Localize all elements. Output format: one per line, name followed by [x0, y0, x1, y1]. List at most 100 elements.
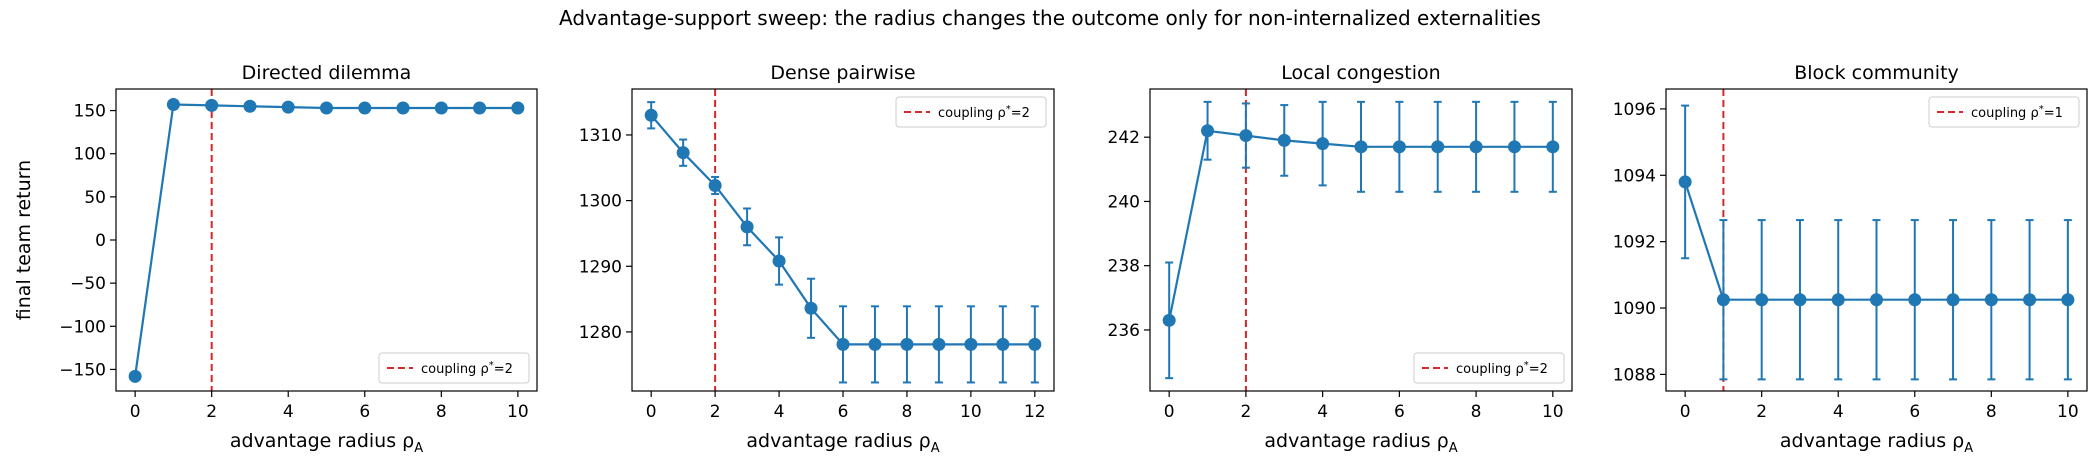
data-point	[740, 220, 754, 234]
data-point	[1908, 293, 1922, 307]
legend: coupling ρ*=1	[1928, 96, 2080, 128]
data-point	[511, 101, 525, 115]
y-tick-label: 0	[95, 231, 106, 251]
data-point	[2061, 293, 2075, 307]
y-tick-label: −50	[70, 274, 106, 294]
x-tick-label: 6	[838, 402, 849, 422]
data-point	[772, 254, 786, 268]
x-tick-label: 0	[646, 402, 657, 422]
x-tick-label: 8	[436, 402, 447, 422]
data-point	[964, 337, 978, 351]
x-tick-label: 0	[1164, 402, 1175, 422]
chart-panel-4: Block community 0 2 4 6 8 10 1088 1090 1092 1094 10…	[1613, 62, 2088, 456]
x-axis-label: advantage radius ρA	[230, 430, 423, 456]
data-point	[434, 101, 448, 115]
plot-frame	[1665, 88, 2088, 392]
chart-panel-1: Directed dilemma 0 2 4 6 8 10 −150 −100 −50 0 50 100…	[13, 62, 538, 456]
data-point	[358, 101, 372, 115]
plot-frame	[631, 88, 1055, 392]
data-point	[644, 108, 658, 122]
chart-panel-3: Local congestion 0 2 4 6 8 10 236 238 240 242 advan…	[1108, 62, 1573, 456]
x-tick-label: 2	[1240, 402, 1251, 422]
x-tick-label: 6	[1909, 402, 1920, 422]
x-axis-label: advantage radius ρA	[746, 430, 939, 456]
y-tick-label: 240	[1108, 192, 1140, 212]
data-point	[1716, 293, 1730, 307]
y-tick-label: 1280	[579, 323, 622, 343]
x-tick-label: 2	[206, 402, 217, 422]
data-point	[1239, 129, 1253, 143]
y-tick-label: 236	[1108, 321, 1140, 341]
panel-title: Directed dilemma	[242, 62, 412, 84]
x-tick-label: 4	[1317, 402, 1328, 422]
data-point	[1831, 293, 1845, 307]
data-point	[166, 98, 180, 112]
y-tick-label: 100	[74, 145, 106, 165]
x-tick-label: 10	[2057, 402, 2079, 422]
data-point	[1028, 337, 1042, 351]
plot-frame	[115, 88, 538, 392]
data-point	[1546, 140, 1560, 154]
x-tick-label: 2	[1756, 402, 1767, 422]
legend-label: coupling ρ*=1	[1971, 104, 2063, 121]
legend-label: coupling ρ*=2	[938, 104, 1030, 121]
data-point	[868, 337, 882, 351]
data-point	[804, 301, 818, 315]
data-point	[1984, 293, 1998, 307]
x-tick-label: 8	[902, 402, 913, 422]
panel-title: Block community	[1794, 62, 1959, 84]
y-tick-label: 150	[74, 102, 106, 122]
data-point	[1793, 293, 1807, 307]
y-tick-label: 50	[84, 188, 106, 208]
x-tick-label: 4	[774, 402, 785, 422]
y-tick-label: 242	[1108, 128, 1140, 148]
data-point	[900, 337, 914, 351]
x-axis-label: advantage radius ρA	[1780, 430, 1973, 456]
legend-label: coupling ρ*=2	[1456, 360, 1548, 377]
x-tick-label: 10	[1542, 402, 1564, 422]
legend-box	[378, 352, 530, 384]
legend: coupling ρ*=2	[895, 96, 1047, 128]
y-tick-label: 1088	[1613, 365, 1656, 385]
data-point	[836, 337, 850, 351]
x-tick-label: 4	[1833, 402, 1844, 422]
x-tick-label: 10	[507, 402, 529, 422]
panel-title: Dense pairwise	[770, 62, 915, 84]
data-point	[281, 100, 295, 114]
data-point	[932, 337, 946, 351]
y-tick-label: 1090	[1613, 299, 1656, 319]
y-tick-label: −100	[59, 317, 106, 337]
x-tick-label: 0	[130, 402, 141, 422]
legend-box	[1413, 352, 1565, 384]
data-point	[1469, 140, 1483, 154]
data-point	[1201, 124, 1215, 138]
data-point	[205, 98, 219, 112]
legend-box	[1928, 96, 2080, 128]
x-tick-label: 8	[1471, 402, 1482, 422]
x-tick-label: 6	[359, 402, 370, 422]
y-tick-label: 1290	[579, 257, 622, 277]
data-point	[676, 146, 690, 160]
data-point	[320, 101, 333, 115]
data-point	[1354, 140, 1368, 154]
figure-suptitle: Advantage-support sweep: the radius chan…	[559, 6, 1541, 30]
data-point	[1162, 313, 1176, 327]
legend-box	[895, 96, 1047, 128]
y-tick-label: 1094	[1613, 166, 1656, 186]
data-point	[708, 179, 722, 193]
chart-panel-2: Dense pairwise 0 2 4 6 8 10 12 1280 1290 1300 1310 a…	[579, 62, 1055, 456]
y-axis-label: final team return	[13, 160, 35, 320]
y-tick-label: −150	[59, 360, 106, 380]
legend-label: coupling ρ*=2	[421, 360, 513, 377]
y-tick-label: 238	[1108, 257, 1140, 277]
data-point	[243, 99, 257, 113]
x-tick-label: 10	[960, 402, 982, 422]
data-point	[1946, 293, 1960, 307]
y-tick-label: 1096	[1613, 100, 1656, 120]
x-tick-label: 0	[1680, 402, 1691, 422]
legend: coupling ρ*=2	[1413, 352, 1565, 384]
y-tick-label: 1300	[579, 192, 622, 212]
legend: coupling ρ*=2	[378, 352, 530, 384]
